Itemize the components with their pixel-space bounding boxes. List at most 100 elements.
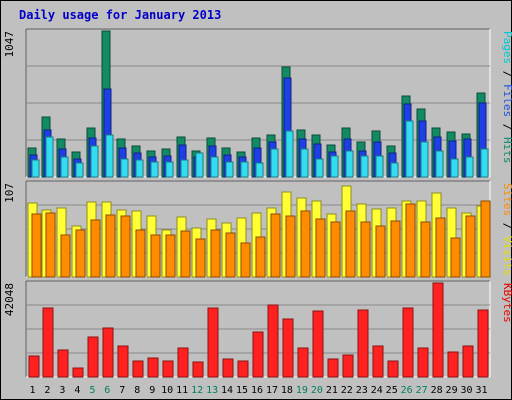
x-tick-label: 2 — [44, 385, 50, 396]
bar-kbytes-18 — [282, 318, 294, 378]
legend-entry-pages-files-hits-4: Hits — [501, 137, 512, 164]
bar-kbytes-20 — [312, 310, 324, 378]
ymax-label-pages-files-hits: 1047 — [3, 31, 16, 58]
legend-kbytes: KBytes — [501, 283, 512, 323]
bar-sites-30 — [465, 215, 476, 278]
legend-entry-pages-files-hits-1: / — [501, 64, 512, 84]
bar-sites-31 — [480, 200, 491, 278]
bar-kbytes-14 — [222, 358, 234, 378]
bar-kbytes-25 — [387, 360, 399, 378]
bar-sites-29 — [450, 237, 461, 278]
bar-pages-1 — [31, 159, 40, 178]
x-tick-label: 16 — [251, 385, 263, 396]
bar-kbytes-29 — [447, 351, 459, 378]
bar-kbytes-5 — [87, 336, 99, 378]
bar-kbytes-9 — [147, 357, 159, 378]
bar-pages-8 — [135, 159, 144, 178]
bar-pages-4 — [75, 162, 84, 178]
bar-pages-30 — [465, 156, 474, 178]
bar-sites-7 — [120, 215, 131, 278]
bar-sites-24 — [375, 225, 386, 278]
bar-sites-27 — [420, 221, 431, 278]
bar-sites-12 — [195, 238, 206, 278]
bar-kbytes-6 — [102, 327, 114, 378]
x-tick-label: 10 — [161, 385, 173, 396]
bar-sites-5 — [90, 219, 101, 278]
bar-kbytes-8 — [132, 360, 144, 378]
bar-sites-16 — [255, 236, 266, 278]
bar-sites-13 — [210, 229, 221, 278]
x-tick-label: 23 — [356, 385, 368, 396]
x-tick-label: 1 — [29, 385, 35, 396]
x-tick-label: 4 — [74, 385, 80, 396]
x-tick-label: 12 — [191, 385, 203, 396]
x-tick-label: 11 — [176, 385, 188, 396]
bar-kbytes-21 — [327, 358, 339, 378]
bar-pages-5 — [90, 145, 99, 178]
legend-sites-visits: Sites / Visits — [501, 183, 512, 276]
bar-sites-26 — [405, 203, 416, 278]
bar-kbytes-26 — [402, 307, 414, 378]
x-tick-label: 7 — [119, 385, 125, 396]
bar-pages-2 — [45, 136, 54, 178]
bar-pages-24 — [375, 155, 384, 178]
legend-entry-sites-visits-1: / — [501, 216, 512, 236]
bar-sites-19 — [300, 210, 311, 278]
x-tick-label: 18 — [281, 385, 293, 396]
x-tick-label: 28 — [431, 385, 443, 396]
x-tick-label: 17 — [266, 385, 278, 396]
bar-sites-6 — [105, 214, 116, 278]
chart-title: Daily usage for January 2013 — [19, 8, 221, 22]
legend-entry-sites-visits-2: Visits — [501, 236, 512, 276]
bar-pages-17 — [270, 148, 279, 178]
x-tick-label: 31 — [475, 385, 487, 396]
bar-kbytes-10 — [162, 360, 174, 378]
bar-pages-6 — [105, 134, 114, 178]
bar-pages-16 — [255, 162, 264, 178]
bar-sites-2 — [45, 212, 56, 278]
bar-pages-22 — [345, 150, 354, 178]
bar-pages-14 — [225, 161, 234, 178]
bar-kbytes-16 — [252, 331, 264, 378]
bar-pages-29 — [450, 158, 459, 178]
bar-pages-31 — [480, 148, 489, 178]
bar-kbytes-24 — [372, 345, 384, 378]
bar-pages-12 — [195, 152, 204, 178]
legend-entry-pages-files-hits-3: / — [501, 117, 512, 137]
ymax-label-kbytes: 42048 — [3, 283, 16, 316]
bar-pages-11 — [180, 159, 189, 178]
bar-kbytes-15 — [237, 360, 249, 378]
x-tick-label: 15 — [236, 385, 248, 396]
bar-kbytes-19 — [297, 347, 309, 378]
bar-kbytes-2 — [42, 307, 54, 378]
bar-kbytes-22 — [342, 354, 354, 378]
x-tick-label: 25 — [386, 385, 398, 396]
bar-sites-10 — [165, 234, 176, 278]
bar-kbytes-4 — [72, 367, 84, 378]
bar-pages-26 — [405, 120, 414, 178]
bar-sites-14 — [225, 232, 236, 278]
bar-pages-18 — [285, 130, 294, 178]
x-tick-label: 5 — [89, 385, 95, 396]
bar-pages-10 — [165, 161, 174, 178]
bar-kbytes-17 — [267, 304, 279, 378]
x-tick-label: 8 — [134, 385, 140, 396]
bar-kbytes-11 — [177, 347, 189, 378]
x-tick-label: 9 — [149, 385, 155, 396]
bar-pages-15 — [240, 161, 249, 178]
x-tick-label: 21 — [326, 385, 338, 396]
bar-pages-9 — [150, 161, 159, 178]
bar-pages-28 — [435, 150, 444, 178]
x-tick-label: 6 — [104, 385, 110, 396]
x-tick-label: 20 — [311, 385, 323, 396]
bar-pages-3 — [60, 156, 69, 178]
x-tick-label: 27 — [416, 385, 428, 396]
legend-entry-pages-files-hits-0: Pages — [501, 31, 512, 64]
bar-pages-7 — [120, 158, 129, 178]
bar-pages-21 — [330, 155, 339, 178]
bar-pages-25 — [390, 162, 399, 178]
ymax-label-sites-visits: 107 — [3, 183, 16, 203]
legend-pages-files-hits: Pages / Files / Hits — [501, 31, 512, 164]
x-tick-label: 24 — [371, 385, 383, 396]
bar-pages-20 — [315, 158, 324, 178]
